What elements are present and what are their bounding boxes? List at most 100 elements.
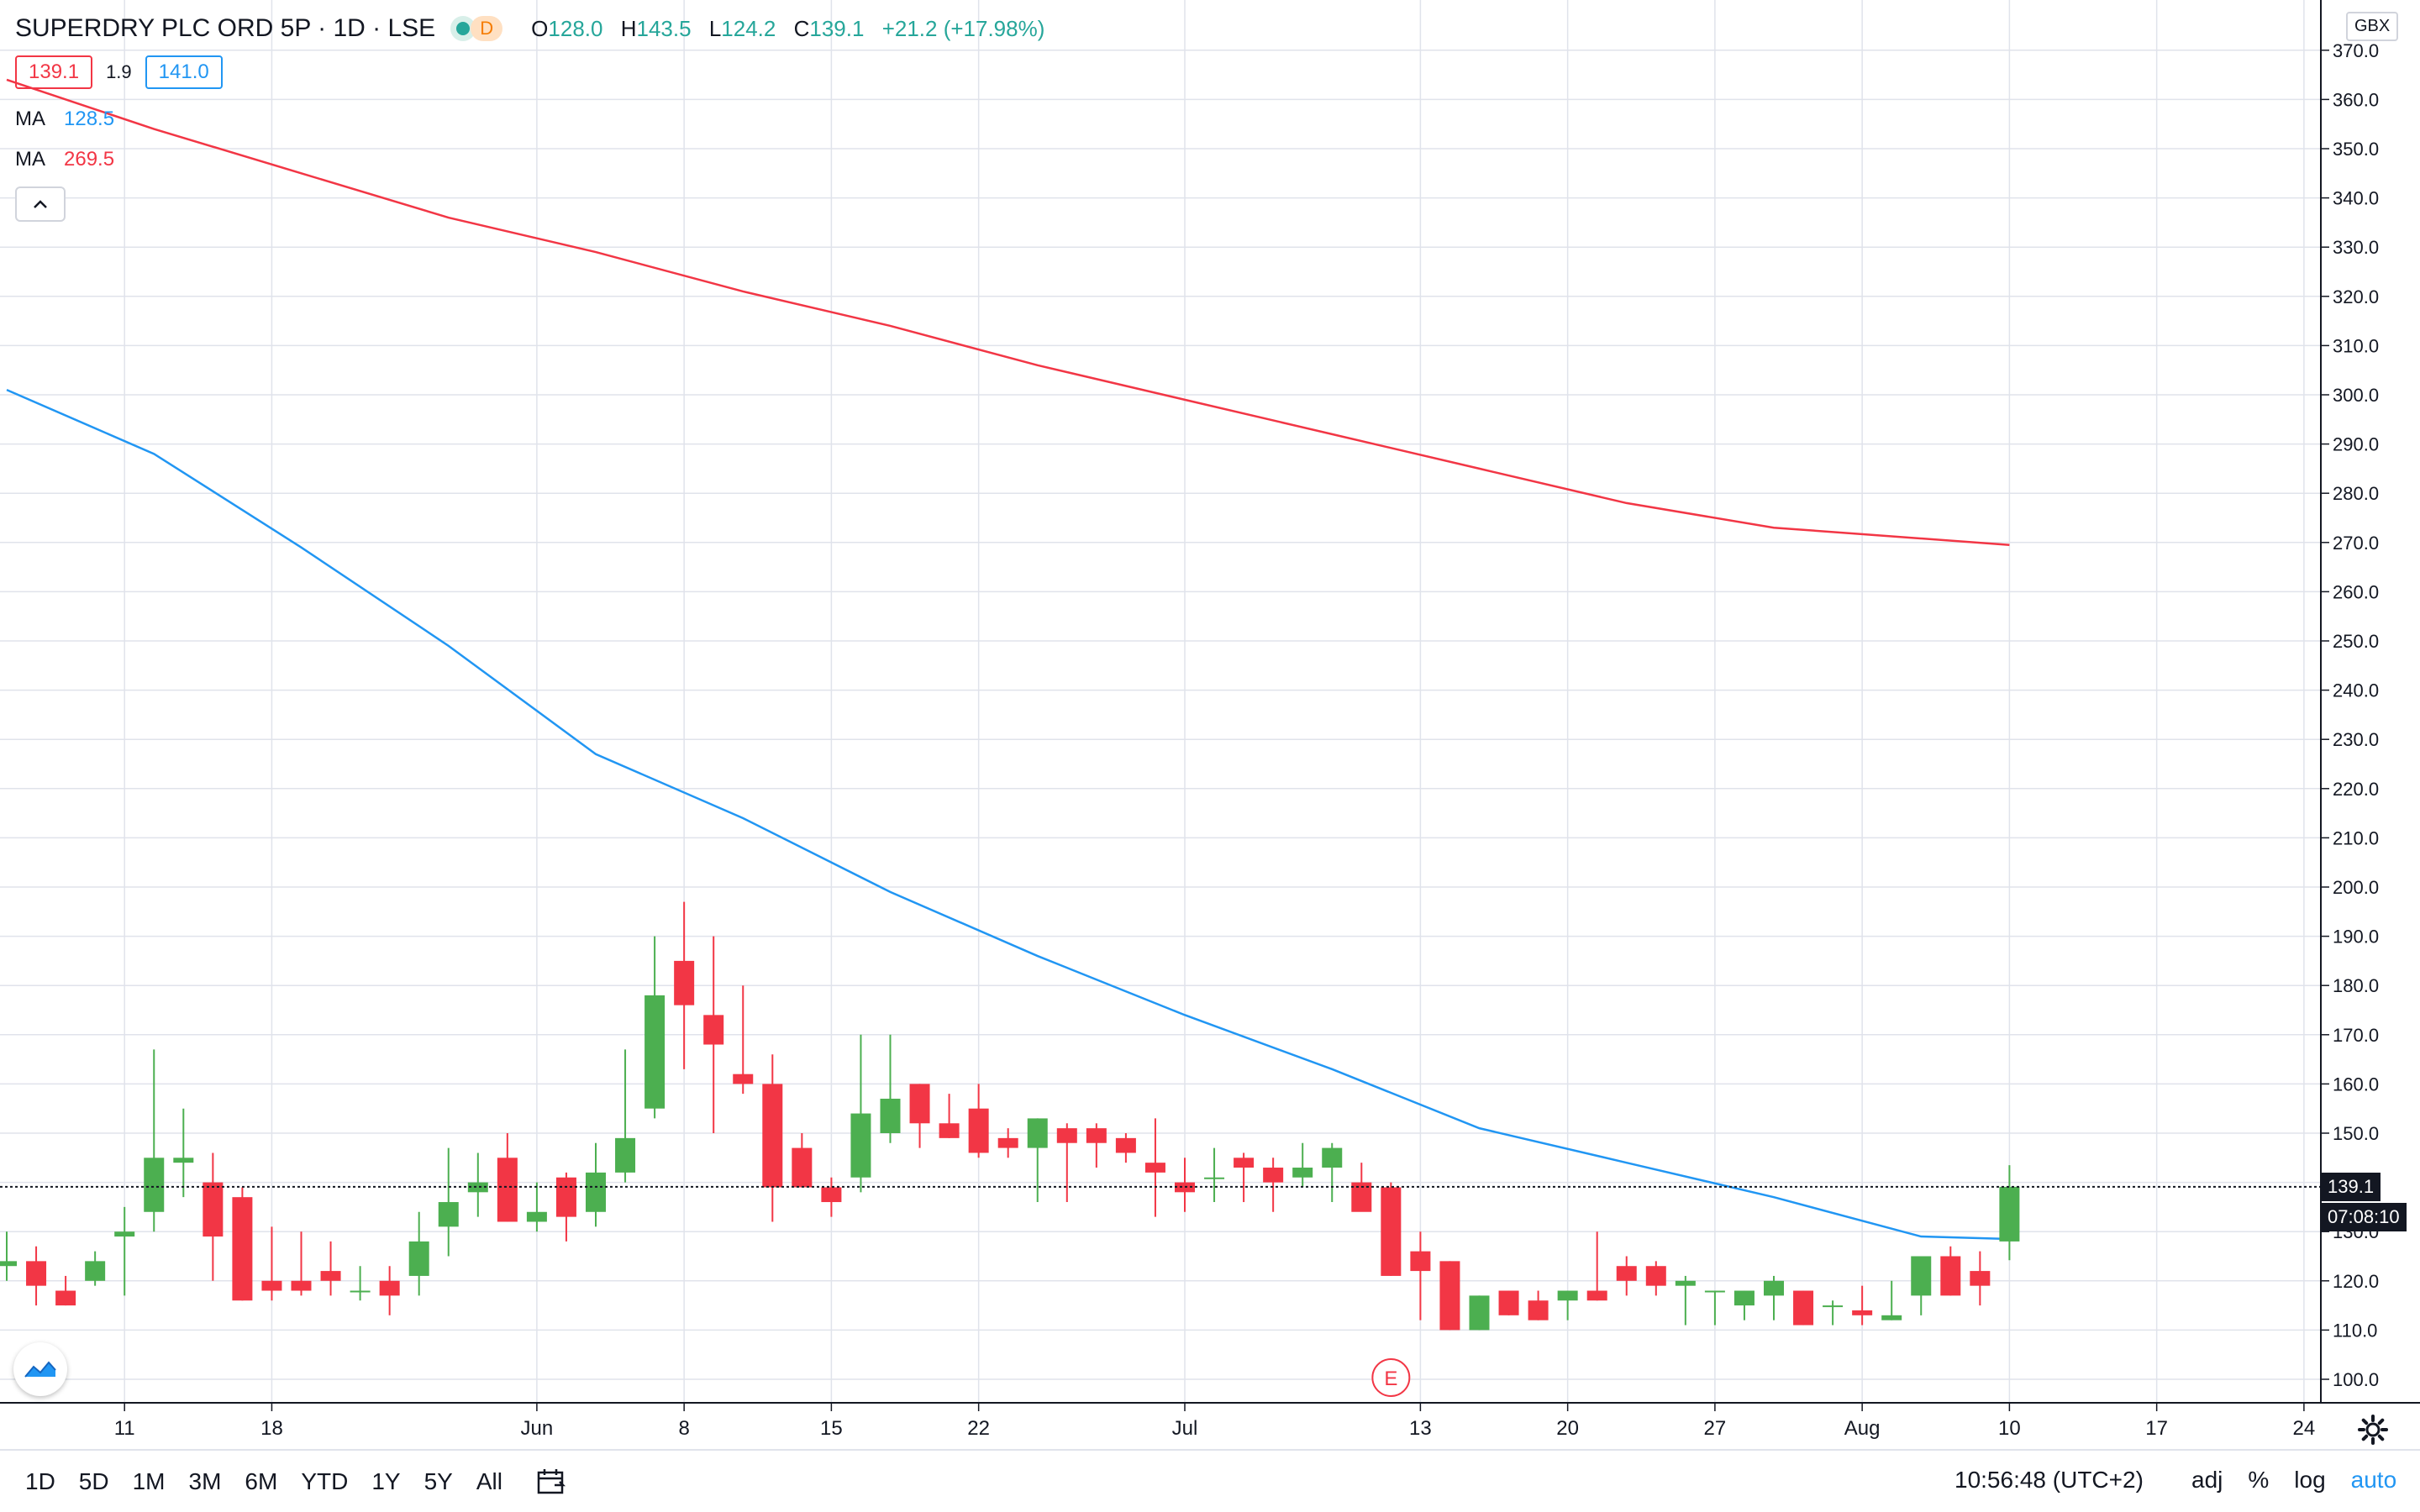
y-tick-label: 350.0 (2333, 139, 2379, 160)
auto-scale-toggle[interactable]: auto (2350, 1467, 2397, 1493)
tradingview-logo-icon (24, 1361, 56, 1378)
ask-price[interactable]: 141.0 (145, 55, 223, 89)
candle (1410, 1231, 1431, 1320)
candle (1175, 1158, 1195, 1212)
candle (615, 1049, 636, 1183)
ma-long-line (6, 78, 2010, 546)
candle-body (379, 1280, 400, 1296)
candle (350, 1266, 371, 1301)
adjust-toggle[interactable]: adj (2191, 1467, 2223, 1493)
candle (144, 1049, 165, 1232)
ma-short-value: 128.5 (64, 108, 115, 130)
low-label: L (708, 15, 722, 41)
currency-label[interactable]: GBX (2346, 12, 2399, 41)
candle (909, 1084, 930, 1148)
y-tick-label: 220.0 (2333, 779, 2379, 800)
y-tick-label: 300.0 (2333, 385, 2379, 406)
y-tick-label: 210.0 (2333, 827, 2379, 848)
candle (497, 1133, 518, 1222)
y-tick-label: 180.0 (2333, 975, 2379, 996)
candle-body (1733, 1290, 1754, 1306)
range-5d[interactable]: 5D (78, 1468, 109, 1494)
settings-gear-icon[interactable] (2356, 1413, 2390, 1446)
ma-short-line (6, 388, 2010, 1241)
x-tick-label: 18 (260, 1417, 283, 1440)
candle-body (586, 1172, 606, 1212)
candle-body (1056, 1128, 1077, 1143)
candle (880, 1034, 901, 1143)
range-1m[interactable]: 1M (132, 1468, 166, 1494)
range-5y[interactable]: 5Y (424, 1468, 453, 1494)
candle-body (939, 1123, 960, 1138)
y-tick-label: 260.0 (2333, 581, 2379, 602)
range-1d[interactable]: 1D (25, 1468, 55, 1494)
log-toggle[interactable]: log (2294, 1467, 2326, 1493)
bid-price[interactable]: 139.1 (15, 55, 93, 89)
x-tick-label: 8 (678, 1417, 689, 1440)
date-range-selector: 1D 5D 1M 3M 6M YTD 1Y 5Y All (25, 1468, 502, 1495)
candle-body (1027, 1118, 1048, 1148)
symbol-legend[interactable]: SUPERDRY PLC ORD 5P · 1D · LSE D O128.0 … (15, 12, 1044, 45)
symbol-name[interactable]: SUPERDRY PLC ORD 5P · 1D · LSE (15, 14, 436, 42)
x-tick-label: 11 (114, 1417, 135, 1440)
last-price-tag: 139.1 (2321, 1172, 2381, 1201)
candle-body (85, 1261, 106, 1281)
candle-body (1381, 1187, 1402, 1276)
candle (55, 1275, 76, 1306)
candle (1027, 1118, 1048, 1203)
candle-body (792, 1147, 813, 1188)
candle (586, 1142, 606, 1227)
x-tick-label: 22 (967, 1417, 990, 1440)
candle-body (555, 1177, 576, 1217)
ma-short-label: MA (15, 108, 45, 130)
open-value: 128.0 (548, 15, 603, 41)
candle (733, 985, 754, 1095)
y-tick-label: 160.0 (2333, 1074, 2379, 1095)
candle (1704, 1290, 1725, 1326)
candle-body (203, 1182, 224, 1237)
candle (1498, 1290, 1519, 1315)
ma-long-legend[interactable]: MA 269.5 (15, 148, 114, 171)
candle-body (968, 1108, 989, 1153)
range-3m[interactable]: 3M (188, 1468, 222, 1494)
collapse-legend-button[interactable] (15, 186, 66, 222)
candle-body (1557, 1290, 1578, 1301)
candle (1999, 1165, 2020, 1261)
candle-body (114, 1231, 135, 1237)
open-label: O (531, 15, 549, 41)
low-value: 124.2 (721, 15, 776, 41)
timezone-clock[interactable]: 10:56:48 (UTC+2) (1954, 1467, 2144, 1493)
candle-body (55, 1290, 76, 1306)
candle (408, 1211, 429, 1296)
chart-axes: E (0, 0, 2420, 1451)
y-tick-label: 240.0 (2333, 680, 2379, 701)
candle (0, 1231, 17, 1281)
calendar-goto-icon[interactable] (536, 1467, 566, 1496)
candle-body (1823, 1305, 1844, 1308)
x-tick-label: Jul (1172, 1417, 1198, 1440)
y-tick-label: 150.0 (2333, 1123, 2379, 1144)
candle-body (320, 1271, 341, 1281)
candle (1439, 1261, 1460, 1331)
candle-body (909, 1084, 930, 1124)
range-all[interactable]: All (476, 1468, 502, 1494)
percent-toggle[interactable]: % (2248, 1467, 2270, 1493)
candle (526, 1182, 547, 1232)
range-6m[interactable]: 6M (245, 1468, 278, 1494)
candle (1793, 1290, 1814, 1326)
candle (114, 1206, 135, 1296)
tradingview-logo[interactable] (13, 1342, 67, 1396)
ma-short-legend[interactable]: MA 128.5 (15, 108, 114, 131)
range-1y[interactable]: 1Y (371, 1468, 401, 1494)
chevron-up-icon (34, 200, 47, 208)
candle-body (1144, 1163, 1165, 1173)
x-tick-label: 24 (2293, 1417, 2316, 1440)
range-ytd[interactable]: YTD (301, 1468, 349, 1494)
y-tick-label: 110.0 (2333, 1320, 2377, 1341)
candle (1764, 1275, 1784, 1320)
candle-body (1410, 1251, 1431, 1272)
y-tick-label: 340.0 (2333, 188, 2379, 209)
candle (232, 1187, 253, 1301)
candle (792, 1133, 813, 1188)
